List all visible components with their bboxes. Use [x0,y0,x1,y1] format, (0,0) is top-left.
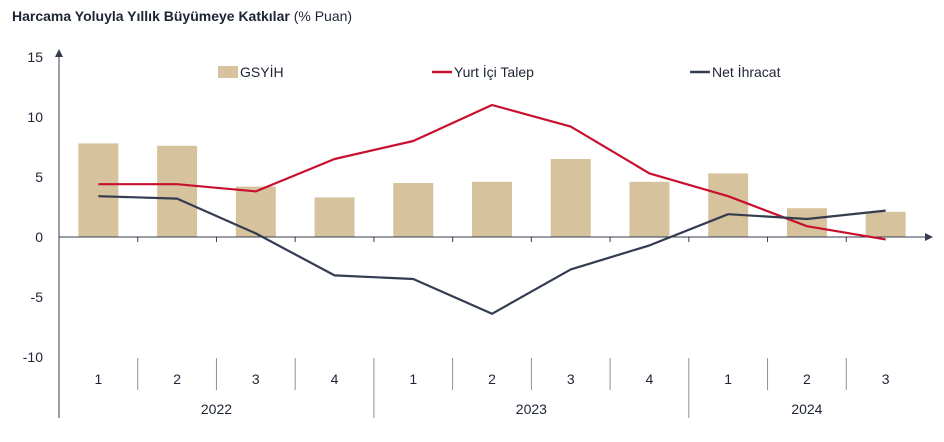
bar-GSYİH [865,211,906,237]
bar-GSYİH [786,208,827,237]
legend-label: Yurt İçi Talep [454,63,534,80]
chart-title: Harcama Yoluyla Yıllık Büyümeye Katkılar… [12,8,352,24]
year-label: 2023 [516,401,547,417]
y-tick-label: -10 [23,349,43,365]
x-tick-label: 3 [567,371,575,387]
legend-label: GSYİH [240,63,284,80]
x-tick-label: 3 [252,371,260,387]
y-tick-label: 10 [27,109,43,125]
x-tick-label: 1 [409,371,417,387]
y-axis-arrow [55,49,63,57]
bar-GSYİH [472,181,512,237]
y-tick-label: -5 [31,289,44,305]
year-label: 2024 [791,401,822,417]
y-tick-label: 15 [27,49,43,65]
bar-GSYİH [629,181,670,237]
bar-GSYİH [157,145,198,237]
chart-title-unit: (% Puan) [293,8,353,24]
bar-GSYİH [708,173,749,237]
bar-GSYİH [235,186,276,237]
x-tick-label: 1 [724,371,732,387]
x-axis-arrow [925,233,933,241]
y-tick-label: 5 [35,169,43,185]
bar-GSYİH [78,143,119,237]
line-Net İhracat [98,195,886,315]
bar-GSYİH [550,159,591,237]
y-tick-label: 0 [35,229,43,245]
x-tick-label: 4 [331,371,339,387]
x-tick-label: 3 [882,371,890,387]
line-Yurt İçi Talep [98,103,886,241]
bar-GSYİH [393,183,434,237]
x-tick-label: 1 [94,371,102,387]
bar-GSYİH [314,197,355,237]
x-tick-label: 2 [488,371,496,387]
chart-title-text: Harcama Yoluyla Yıllık Büyümeye Katkılar [12,8,290,24]
legend-label: Net İhracat [712,63,781,80]
x-tick-label: 2 [803,371,811,387]
x-tick-label: 2 [173,371,181,387]
x-tick-label: 4 [646,371,654,387]
year-label: 2022 [201,401,232,417]
legend-swatch [218,66,238,78]
